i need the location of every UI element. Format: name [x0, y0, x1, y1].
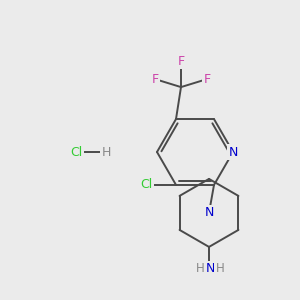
Text: F: F	[203, 73, 211, 85]
Text: F: F	[152, 73, 159, 85]
Text: N: N	[228, 146, 238, 158]
Text: Cl: Cl	[70, 146, 82, 158]
Text: N: N	[204, 206, 214, 219]
Text: H: H	[101, 146, 111, 158]
Text: Cl: Cl	[140, 178, 152, 191]
Text: H: H	[196, 262, 204, 275]
Text: F: F	[177, 55, 184, 68]
Text: N: N	[205, 262, 215, 275]
Text: H: H	[216, 262, 224, 275]
